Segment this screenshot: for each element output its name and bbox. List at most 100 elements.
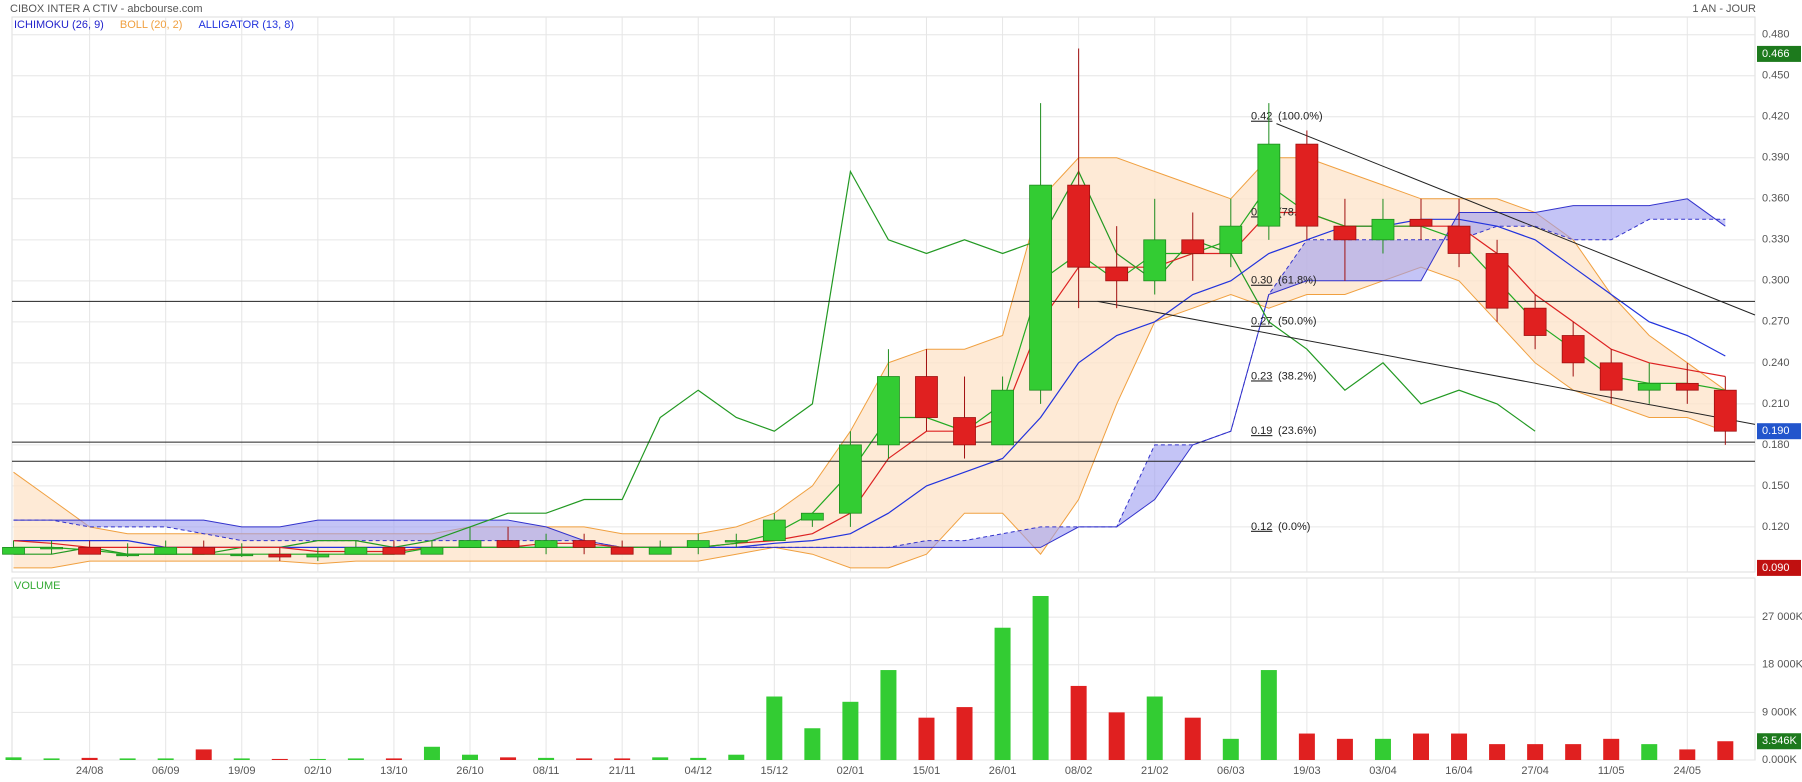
candle-body — [724, 540, 748, 543]
x-tick-label: 21/02 — [1141, 765, 1169, 777]
volume-bar — [1565, 744, 1582, 760]
volume-bar — [157, 758, 174, 760]
y-tick-label: 9 000K — [1762, 706, 1798, 718]
candle-body — [2, 546, 25, 555]
volume-bar — [1527, 744, 1544, 760]
y-tick-label: 0.420 — [1762, 111, 1790, 123]
fib-level: 0.30 — [1251, 275, 1272, 287]
x-tick-label: 24/08 — [76, 765, 104, 777]
volume-bar — [5, 757, 22, 760]
volume-bar — [1641, 744, 1658, 760]
volume-bar — [119, 758, 136, 760]
candle-body — [1713, 389, 1737, 432]
fib-percent: (61.8%) — [1278, 275, 1317, 287]
candle-body — [1105, 266, 1129, 282]
candle-body — [839, 444, 862, 514]
candle-body — [1333, 225, 1357, 241]
candle-body — [1371, 218, 1395, 241]
x-tick-label: 06/03 — [1217, 765, 1245, 777]
volume-bar — [804, 728, 821, 760]
alligator-lips — [13, 184, 1726, 555]
candle-body — [78, 546, 101, 555]
volume-bar — [309, 758, 326, 760]
x-tick-label: 13/10 — [380, 765, 408, 777]
fib-percent: (100.0%) — [1278, 111, 1323, 123]
alligator-jaw — [13, 218, 1726, 548]
x-tick-label: 26/01 — [989, 765, 1017, 777]
x-tick-label: 19/09 — [228, 765, 256, 777]
y-tick-label: 0.480 — [1762, 29, 1790, 41]
x-tick-label: 06/09 — [152, 765, 180, 777]
x-tick-label: 16/04 — [1445, 765, 1473, 777]
x-tick-label: 19/03 — [1293, 765, 1321, 777]
volume-bar — [195, 749, 212, 760]
candle-body — [610, 546, 634, 555]
candle-body — [496, 540, 520, 548]
candle-body — [1447, 225, 1471, 254]
volume-bar — [1298, 733, 1315, 760]
candle-body — [1143, 239, 1167, 282]
x-tick-label: 15/01 — [913, 765, 941, 777]
value-marker-label: 0.466 — [1762, 48, 1790, 60]
y-tick-label: 27 000K — [1762, 611, 1802, 623]
fib-level: 0.12 — [1251, 521, 1272, 533]
x-tick-label: 08/11 — [533, 765, 560, 777]
value-marker-label: 0.190 — [1762, 425, 1790, 437]
volume-bar — [1489, 744, 1506, 760]
candle-body — [991, 389, 1014, 446]
volume-bar — [1679, 749, 1696, 760]
candle-body — [1485, 253, 1509, 309]
candle-body — [686, 540, 710, 548]
volume-bar — [1146, 696, 1163, 760]
candle-body — [192, 546, 216, 555]
value-marker — [1757, 45, 1801, 62]
candle-body — [1219, 225, 1243, 254]
value-marker — [1757, 423, 1801, 440]
period: 1 AN - JOUR — [1692, 3, 1756, 15]
volume-bar — [1260, 670, 1277, 760]
ichimoku-span-a — [13, 198, 1726, 548]
volume-bar — [880, 670, 897, 760]
y-tick-label: 0.330 — [1762, 234, 1790, 246]
volume-bar — [1032, 595, 1049, 760]
y-tick-label: 0.150 — [1762, 480, 1790, 492]
volume-bar — [271, 758, 288, 760]
candle-body — [1029, 184, 1052, 391]
y-tick-label: 18 000K — [1762, 659, 1802, 671]
y-tick-label: 0.360 — [1762, 193, 1790, 205]
x-tick-label: 03/04 — [1369, 765, 1397, 777]
volume-bar — [994, 627, 1011, 760]
volume-bar — [652, 757, 669, 760]
candle-body — [420, 546, 444, 555]
x-tick-label: 15/12 — [761, 765, 789, 777]
candle-body — [1257, 143, 1281, 227]
volume-bar — [1374, 738, 1391, 760]
volume-bar — [1717, 741, 1734, 760]
candle-body — [762, 519, 786, 541]
volume-bar — [1222, 738, 1239, 760]
value-marker — [1757, 559, 1801, 576]
value-marker-label: 0.090 — [1762, 562, 1790, 574]
candle-body — [458, 540, 482, 548]
volume-bar — [500, 757, 517, 760]
x-tick-label: 11/05 — [1598, 765, 1625, 777]
y-tick-label: 0.390 — [1762, 152, 1790, 164]
fib-level: 0.19 — [1251, 425, 1272, 437]
candle-body — [1637, 382, 1661, 391]
candle-body — [1561, 335, 1585, 364]
candle-body — [1295, 143, 1319, 227]
candle-body — [1523, 307, 1547, 336]
x-tick-label: 02/01 — [837, 765, 865, 777]
layers: 0.120 0.150 0.180 0.210 0.240 0.270 0.300 0.330… — [2, 17, 1802, 777]
x-tick-label: 08/02 — [1065, 765, 1093, 777]
y-tick-label: 0.300 — [1762, 275, 1790, 287]
y-tick-label: 0.120 — [1762, 521, 1790, 533]
fib-percent: (50.0%) — [1278, 316, 1317, 328]
alligator-teeth — [13, 211, 1726, 553]
candle-body — [1181, 239, 1205, 254]
fib-percent: (23.6%) — [1278, 425, 1317, 437]
volume-bar — [1451, 733, 1468, 760]
fib-level: 0.23 — [1251, 370, 1272, 382]
fib-level: 0.42 — [1251, 111, 1272, 123]
